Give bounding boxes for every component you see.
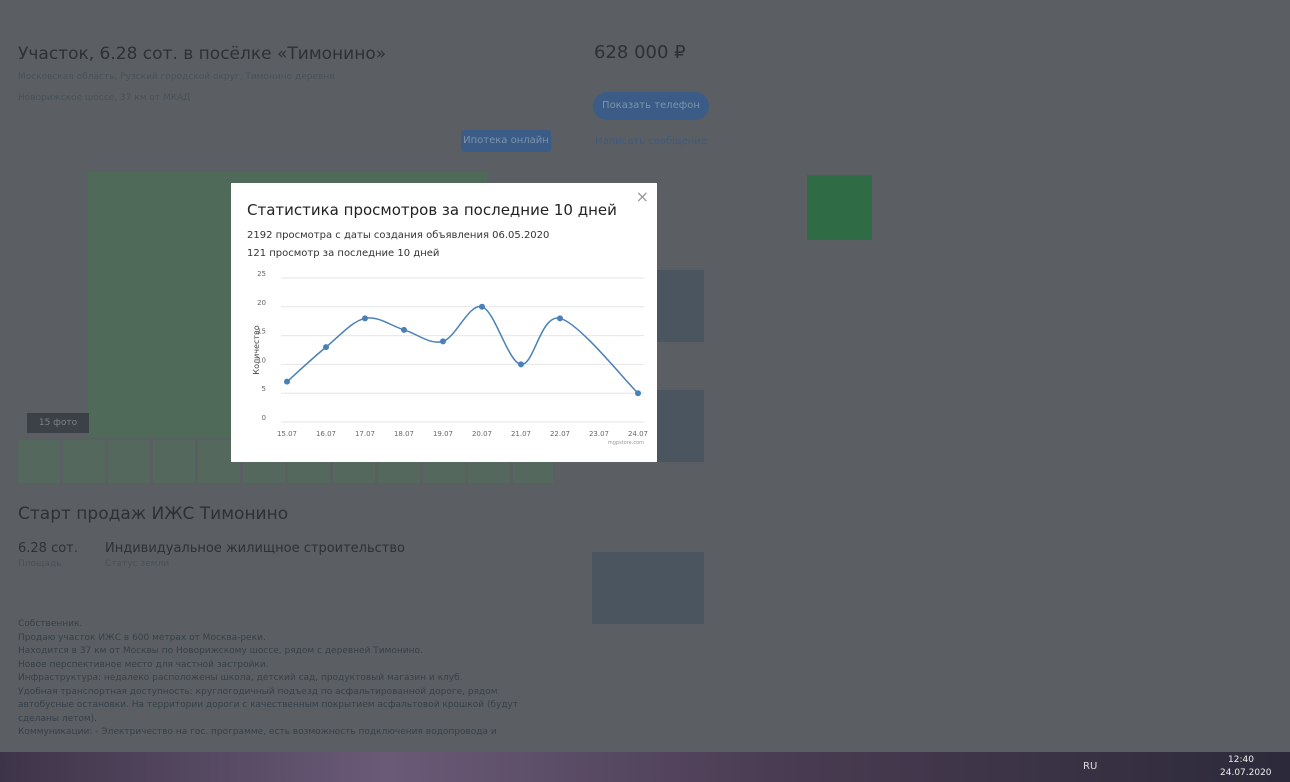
point bbox=[284, 379, 290, 385]
y-tick-label: 25 bbox=[257, 270, 266, 278]
point bbox=[635, 390, 641, 396]
mortgage-button[interactable]: Ипотека онлайн bbox=[461, 130, 551, 152]
purpose-label: Статус земли bbox=[105, 559, 169, 569]
point bbox=[362, 315, 368, 321]
photo-count[interactable]: 15 фото bbox=[27, 413, 89, 433]
point bbox=[440, 338, 446, 344]
x-tick-label: 22.07 bbox=[550, 430, 570, 438]
section-title: Старт продаж ИЖС Тимонино bbox=[18, 504, 288, 524]
point bbox=[557, 315, 563, 321]
line bbox=[287, 307, 638, 394]
stats-modal: × Статистика просмотров за последние 10 … bbox=[231, 183, 657, 462]
description: Собственник.Продаю участок ИЖС в 600 мет… bbox=[18, 618, 518, 740]
highway: Новорижское шоссе, 37 км от МКАД bbox=[18, 93, 190, 103]
clock-date[interactable]: 24.07.2020 bbox=[1220, 768, 1272, 778]
x-tick-label: 21.07 bbox=[511, 430, 531, 438]
ad-image bbox=[592, 552, 704, 624]
x-tick-label: 15.07 bbox=[277, 430, 297, 438]
listing-title: Участок, 6.28 сот. в посёлке «Тимонино» bbox=[18, 44, 386, 64]
language[interactable]: RU bbox=[1083, 761, 1097, 772]
x-tick-label: 16.07 bbox=[316, 430, 336, 438]
point bbox=[518, 361, 524, 367]
description-line: Удобная транспортная доступность: кругло… bbox=[18, 686, 518, 700]
phone-button[interactable]: Показать телефон bbox=[593, 92, 709, 120]
logo bbox=[807, 175, 872, 240]
watermark: mgpstore.com bbox=[608, 440, 644, 446]
purpose: Индивидуальное жилищное строительство bbox=[105, 541, 405, 556]
y-tick-label: 5 bbox=[262, 385, 266, 393]
message-button[interactable]: Написать сообщение bbox=[593, 128, 709, 156]
point bbox=[323, 344, 329, 350]
description-line: сделаны летом). bbox=[18, 713, 518, 727]
description-line: автобусные остановки. На территории доро… bbox=[18, 699, 518, 713]
description-line: Продаю участок ИЖС в 600 метрах от Москв… bbox=[18, 632, 518, 646]
y-tick-label: 0 bbox=[262, 414, 266, 422]
address: Московская область, Рузский городской ок… bbox=[18, 72, 335, 82]
description-line: Новое перспективное место для частной за… bbox=[18, 659, 518, 673]
x-tick-label: 20.07 bbox=[472, 430, 492, 438]
y-axis-label: Количество bbox=[252, 325, 261, 374]
point bbox=[401, 327, 407, 333]
description-line: Коммуникации: - Электричество на гос. пр… bbox=[18, 726, 518, 740]
price: 628 000 ₽ bbox=[594, 42, 686, 63]
description-line: Находится в 37 км от Москвы по Новорижск… bbox=[18, 645, 518, 659]
clock-time[interactable]: 12:40 bbox=[1228, 755, 1254, 765]
x-tick-label: 24.07 bbox=[628, 430, 648, 438]
x-tick-label: 17.07 bbox=[355, 430, 375, 438]
y-tick-label: 20 bbox=[257, 299, 266, 307]
description-line: Собственник. bbox=[18, 618, 518, 632]
x-tick-label: 18.07 bbox=[394, 430, 414, 438]
point bbox=[479, 304, 485, 310]
area-label: Площадь bbox=[18, 559, 62, 569]
screen: Участок, 6.28 сот. в посёлке «Тимонино» … bbox=[0, 0, 1290, 782]
x-tick-label: 23.07 bbox=[589, 430, 609, 438]
description-line: Инфраструктура: недалеко расположены шко… bbox=[18, 672, 518, 686]
x-tick-label: 19.07 bbox=[433, 430, 453, 438]
area: 6.28 сот. bbox=[18, 541, 78, 556]
